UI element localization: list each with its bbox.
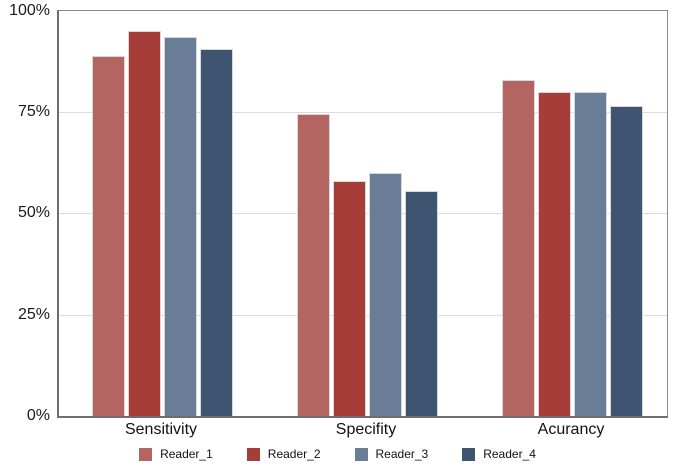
bar-reader_4-sensitivity [200, 49, 233, 416]
legend-item: Reader_3 [354, 447, 429, 461]
legend-label: Reader_4 [483, 447, 536, 461]
x-category-label: Sensitivity [124, 421, 198, 438]
bar-reader_2-sensitivity [128, 31, 161, 416]
legend: Reader_1 Reader_2 Reader_3 Reader_4 [0, 447, 675, 461]
bar-reader_1-specifity [297, 114, 330, 416]
plot-area [57, 10, 668, 418]
y-tick-label-25: 25% [17, 306, 50, 323]
bar-reader_3-acurancy [574, 92, 607, 416]
bar-reader_4-specifity [405, 191, 438, 416]
bar-reader_3-sensitivity [164, 37, 197, 416]
bar-reader_2-acurancy [538, 92, 571, 416]
legend-item: Reader_2 [246, 447, 321, 461]
bar-group-sensitivity [92, 11, 233, 416]
gridline-75 [59, 112, 667, 113]
bar-reader_2-specifity [333, 181, 366, 416]
x-category-label: Acurancy [537, 421, 605, 438]
legend-swatch-icon [246, 447, 260, 461]
bar-group-acurancy [502, 11, 643, 416]
legend-item: Reader_1 [139, 447, 213, 461]
legend-swatch-icon [462, 447, 476, 461]
legend-label: Reader_3 [375, 447, 429, 461]
y-tick-label-100: 100% [9, 2, 50, 19]
legend-label: Reader_1 [160, 447, 213, 461]
x-category-label: Specifity [335, 421, 397, 438]
legend-label: Reader_2 [267, 447, 321, 461]
legend-item: Reader_4 [462, 447, 536, 461]
bar-reader_4-acurancy [610, 106, 643, 416]
y-tick-label-0: 0% [26, 407, 50, 424]
bar-group-specifity [297, 11, 438, 416]
bar-reader_1-sensitivity [92, 55, 125, 416]
legend-swatch-icon [139, 447, 153, 461]
y-tick-label-50: 50% [17, 204, 50, 221]
legend-swatch-icon [354, 447, 368, 461]
y-tick-label-75: 75% [17, 103, 50, 120]
bar-reader_3-specifity [369, 173, 402, 416]
bar-reader_1-acurancy [502, 79, 535, 416]
